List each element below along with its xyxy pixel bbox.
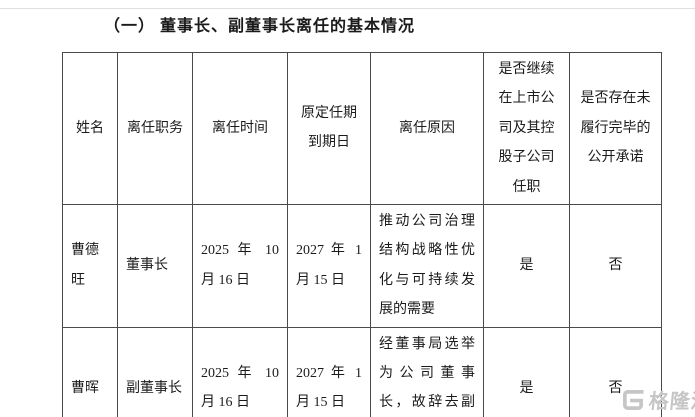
- table-row: 曹晖 副董事长 2025 年 10 月 16 日 2027 年 1 月 15 日…: [62, 326, 662, 417]
- cell-term-end-date: 2027 年 1 月 15 日: [287, 326, 371, 417]
- table-row: 曹德旺 董事长 2025 年 10 月 16 日 2027 年 1 月 15 日…: [62, 203, 662, 328]
- header-reason: 离任原因: [370, 52, 484, 205]
- cell-name: 曹德旺: [62, 203, 118, 328]
- header-term-end-date: 原定任期到期日: [287, 52, 371, 205]
- cell-departure-date: 2025 年 10 月 16 日: [192, 326, 288, 417]
- cell-term-end-date: 2027 年 1 月 15 日: [287, 203, 371, 328]
- top-divider: [0, 8, 695, 9]
- cell-commitment-status: 否: [569, 326, 662, 417]
- cell-commitment-status: 否: [569, 203, 662, 328]
- cell-name: 曹晖: [62, 326, 118, 417]
- cell-position: 董事长: [117, 203, 193, 328]
- gelonghui-logo-icon: [620, 387, 646, 413]
- cell-continue-status: 是: [483, 326, 570, 417]
- cell-departure-date: 2025 年 10 月 16 日: [192, 203, 288, 328]
- resignation-table: 姓名 离任职务 离任时间 原定任期到期日 离任原因 是否继续在上市公司及其控股子…: [62, 52, 662, 417]
- watermark-brand: 格隆汇: [647, 391, 695, 413]
- header-commitment-status: 是否存在未履行完毕的公开承诺: [569, 52, 662, 205]
- cell-position: 副董事长: [117, 326, 193, 417]
- section-title: （一） 董事长、副董事长离任的基本情况: [104, 18, 416, 35]
- header-name: 姓名: [62, 52, 118, 205]
- header-continue-status: 是否继续在上市公司及其控股子公司任职: [483, 52, 570, 205]
- header-departure-date: 离任时间: [192, 52, 288, 205]
- watermark: 格隆汇: [620, 385, 695, 414]
- cell-reason: 推动公司治理结构战略性优化与可持续发展的需要: [370, 203, 484, 328]
- table-header-row: 姓名 离任职务 离任时间 原定任期到期日 离任原因 是否继续在上市公司及其控股子…: [62, 52, 662, 205]
- cell-continue-status: 是: [483, 203, 570, 328]
- cell-reason: 经董事局选举为公司董事长，故辞去副董事长职务: [370, 326, 484, 417]
- header-position: 离任职务: [117, 52, 193, 205]
